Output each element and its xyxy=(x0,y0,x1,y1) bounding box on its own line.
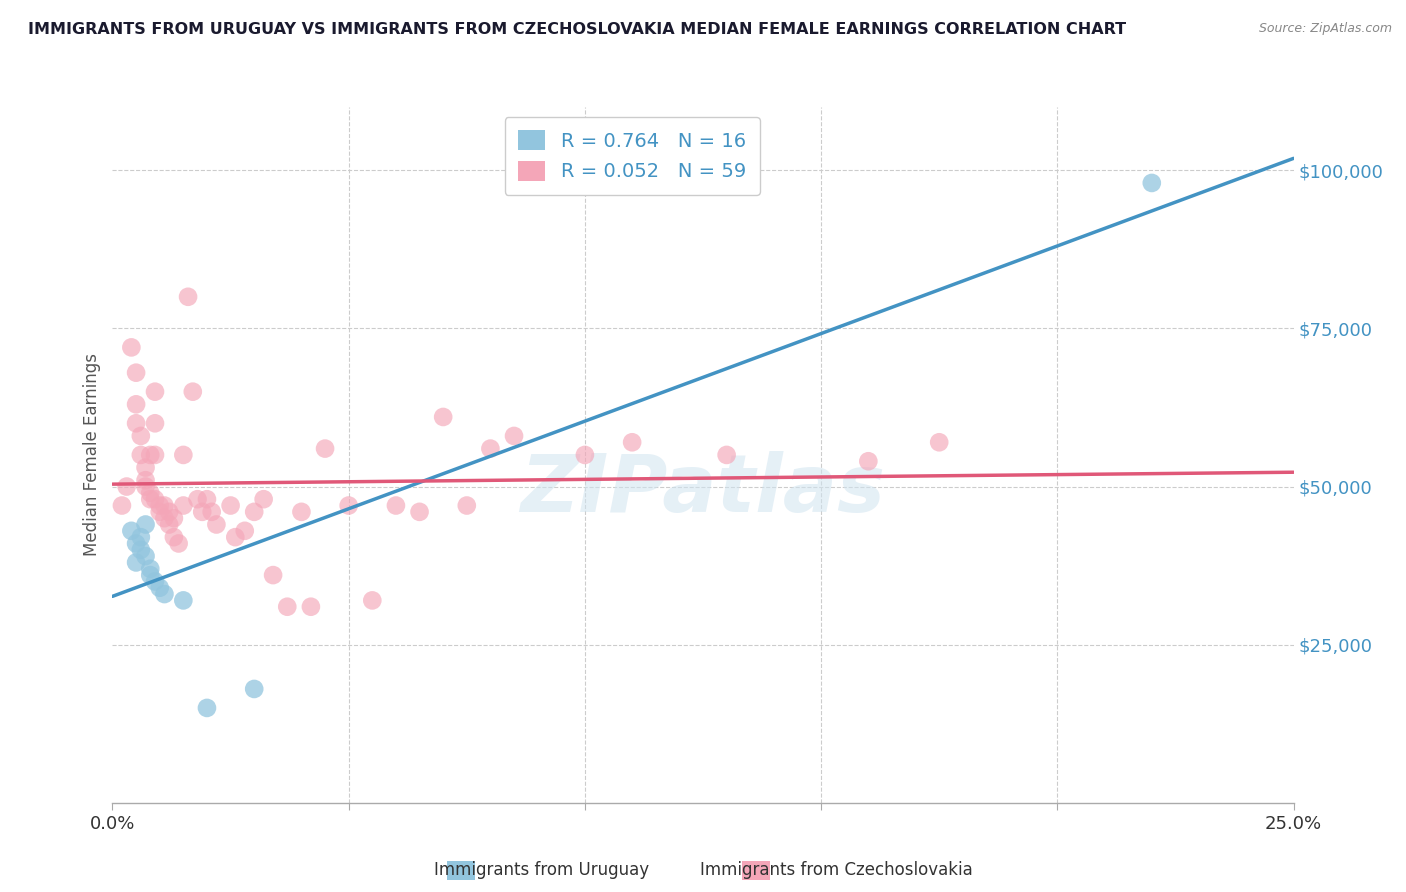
Point xyxy=(172,499,194,513)
Point xyxy=(299,599,322,614)
Point xyxy=(262,568,284,582)
Point xyxy=(195,701,218,715)
Point xyxy=(135,479,157,493)
Point xyxy=(1140,176,1163,190)
Point xyxy=(191,505,214,519)
Point xyxy=(125,366,148,380)
Point xyxy=(143,492,166,507)
Point xyxy=(135,473,157,487)
Point xyxy=(153,499,176,513)
Point xyxy=(408,505,430,519)
Point xyxy=(172,593,194,607)
Point xyxy=(361,593,384,607)
Point xyxy=(716,448,738,462)
Point xyxy=(125,556,148,570)
Point xyxy=(163,530,186,544)
Point xyxy=(195,492,218,507)
Point xyxy=(135,549,157,563)
Legend: R = 0.764   N = 16, R = 0.052   N = 59: R = 0.764 N = 16, R = 0.052 N = 59 xyxy=(505,117,759,194)
Point xyxy=(181,384,204,399)
Point xyxy=(243,681,266,696)
Point xyxy=(157,505,180,519)
Point xyxy=(224,530,246,544)
Point xyxy=(233,524,256,538)
Point xyxy=(139,492,162,507)
Point xyxy=(143,384,166,399)
Point xyxy=(120,340,142,354)
Point xyxy=(253,492,276,507)
Point xyxy=(219,499,242,513)
Point xyxy=(479,442,502,456)
Point xyxy=(143,574,166,589)
Point xyxy=(129,542,152,557)
Point xyxy=(129,530,152,544)
Point xyxy=(143,448,166,462)
Point xyxy=(858,454,880,468)
Point xyxy=(432,409,454,424)
Point xyxy=(125,417,148,431)
Point xyxy=(139,486,162,500)
Point xyxy=(314,442,336,456)
Point xyxy=(125,397,148,411)
Point xyxy=(157,517,180,532)
Point xyxy=(149,505,172,519)
Point xyxy=(172,448,194,462)
Text: ZIPatlas: ZIPatlas xyxy=(520,450,886,529)
Point xyxy=(149,581,172,595)
Point xyxy=(276,599,298,614)
Point xyxy=(135,517,157,532)
Point xyxy=(139,562,162,576)
Point xyxy=(205,517,228,532)
Point xyxy=(163,511,186,525)
Point xyxy=(153,587,176,601)
Point xyxy=(503,429,526,443)
Point xyxy=(456,499,478,513)
Text: IMMIGRANTS FROM URUGUAY VS IMMIGRANTS FROM CZECHOSLOVAKIA MEDIAN FEMALE EARNINGS: IMMIGRANTS FROM URUGUAY VS IMMIGRANTS FR… xyxy=(28,22,1126,37)
Point xyxy=(139,448,162,462)
Point xyxy=(149,499,172,513)
Point xyxy=(125,536,148,550)
Point xyxy=(201,505,224,519)
Point xyxy=(129,448,152,462)
Point xyxy=(574,448,596,462)
Point xyxy=(143,417,166,431)
Text: Immigrants from Uruguay: Immigrants from Uruguay xyxy=(433,861,650,879)
Point xyxy=(243,505,266,519)
Point xyxy=(135,460,157,475)
Point xyxy=(115,479,138,493)
Point xyxy=(153,511,176,525)
Point xyxy=(120,524,142,538)
Point xyxy=(621,435,644,450)
Point xyxy=(186,492,208,507)
Point xyxy=(129,429,152,443)
Point xyxy=(139,568,162,582)
Point xyxy=(385,499,408,513)
Point xyxy=(167,536,190,550)
Point xyxy=(111,499,134,513)
Point xyxy=(290,505,312,519)
Point xyxy=(928,435,950,450)
Text: Immigrants from Czechoslovakia: Immigrants from Czechoslovakia xyxy=(700,861,973,879)
Point xyxy=(337,499,360,513)
Text: Source: ZipAtlas.com: Source: ZipAtlas.com xyxy=(1258,22,1392,36)
Y-axis label: Median Female Earnings: Median Female Earnings xyxy=(83,353,101,557)
Point xyxy=(177,290,200,304)
